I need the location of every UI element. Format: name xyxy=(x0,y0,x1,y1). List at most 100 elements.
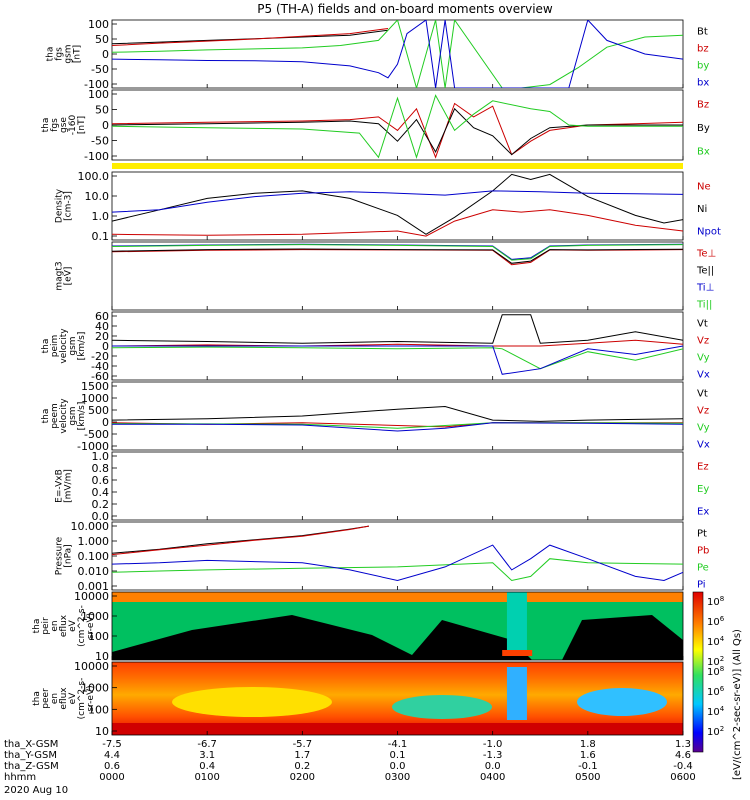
legend-entry: Vy xyxy=(697,353,710,364)
y-tick-label: 10.0 xyxy=(85,190,110,203)
legend-entry: Ez xyxy=(697,461,709,472)
legend-entry: Ni xyxy=(697,204,707,215)
heatmap-dark-region xyxy=(112,615,532,660)
y-tick-label: -50 xyxy=(91,63,109,76)
x-row-label: hhmm xyxy=(4,772,36,783)
panel-frame xyxy=(111,171,684,241)
series-Pt xyxy=(112,525,369,554)
y-axis-label-line: en xyxy=(50,620,60,631)
y-tick-label: -500 xyxy=(84,428,109,441)
series-Te⊥ xyxy=(112,249,683,266)
panel-efield: 1.00.80.60.40.20.0 E=-VxB [mV/m] Ez Ey Ex xyxy=(55,450,710,523)
legend-entry: Vy xyxy=(697,423,710,434)
colorbar-tick-label: 106 xyxy=(707,685,725,698)
x-row-value: -7.5 xyxy=(102,739,122,750)
x-row-value: 3.1 xyxy=(199,750,215,761)
x-row-value: 0600 xyxy=(670,772,695,783)
series-Ti⊥ xyxy=(112,243,683,260)
x-row-value: 4.6 xyxy=(675,750,691,761)
y-tick-label: 0.8 xyxy=(92,462,110,475)
panel-frame xyxy=(111,381,684,451)
y-axis-label-line: peer xyxy=(41,688,51,709)
series-bx xyxy=(112,20,683,88)
y-axis-label-line: [nPa] xyxy=(64,544,74,567)
x-row-value: -0.4 xyxy=(673,761,693,772)
x-row-value: 1.3 xyxy=(675,739,691,750)
y-tick-label: 0 xyxy=(102,119,109,132)
x-row-label: tha_X-GSM xyxy=(4,739,58,750)
y-axis-label-line: velocity xyxy=(59,398,69,434)
x-row-value: -1.3 xyxy=(483,750,503,761)
y-axis-label: tha peem velocity gsm [km/s] xyxy=(41,398,87,434)
y-axis-label-line: peir xyxy=(41,617,51,635)
legend: Bt bz by bx xyxy=(697,27,709,89)
legend-entry: bx xyxy=(697,78,709,89)
series-Pe xyxy=(112,558,683,582)
y-axis-label-line: [km/s] xyxy=(77,332,87,361)
panel-frame xyxy=(111,451,684,521)
y-tick-label: 0 xyxy=(102,340,109,353)
series-group xyxy=(112,243,683,266)
heatmap-blob xyxy=(577,688,667,716)
legend-entry: Npot xyxy=(697,227,721,238)
panel-frame xyxy=(111,241,684,311)
figure-title: P5 (TH-A) fields and on-board moments ov… xyxy=(257,2,553,16)
y-tick-label: 0 xyxy=(102,416,109,429)
series-Vy xyxy=(112,346,683,370)
y-axis-label-line: [nT] xyxy=(77,116,87,134)
series-by xyxy=(112,20,683,88)
y-axis-label-line: [cm-3] xyxy=(64,191,74,221)
x-row-value: 0500 xyxy=(575,772,600,783)
legend-entry: Vz xyxy=(697,406,709,417)
y-axis-label: E=-VxB [mV/m] xyxy=(55,469,74,503)
colorbar-tick-label: 104 xyxy=(707,635,725,648)
y-axis-label-line: Density xyxy=(55,188,65,223)
colorbar-tick-label: 108 xyxy=(707,665,724,678)
panel-frame xyxy=(111,521,684,591)
y-tick-label: 0.100 xyxy=(78,550,110,563)
y-tick-label: 1000 xyxy=(81,682,109,695)
heatmap-blob xyxy=(392,695,492,719)
y-axis-label: magt3 [eV] xyxy=(55,261,74,290)
y-axis-label-line: tha xyxy=(32,619,42,634)
series-Pb xyxy=(112,525,369,556)
x-row-value: 0000 xyxy=(99,772,124,783)
y-axis-label-line: [mV/m] xyxy=(64,469,74,503)
y-tick-label: 10000 xyxy=(74,590,109,603)
y-tick-label: 100 xyxy=(88,88,109,101)
y-axis-label-line: Pressure xyxy=(55,536,65,575)
y-axis-label: tha peer en eflux eV (cm^2-s-sr-eV) xyxy=(32,678,96,720)
heatmap-band xyxy=(112,592,683,602)
y-axis-label-line: tha xyxy=(32,691,42,706)
y-tick-label: 1000 xyxy=(81,392,109,405)
colorbar-tick-label: 108 xyxy=(707,595,724,608)
y-axis-label-line: (cm^2-s- xyxy=(77,605,87,647)
y-axis-label-line: sr-eV) xyxy=(86,613,96,639)
y-axis-label-line: tha xyxy=(41,118,51,133)
legend-entry: by xyxy=(697,61,709,72)
y-tick-label: 100.0 xyxy=(78,170,110,183)
series-Vx xyxy=(112,345,683,375)
series-Ne xyxy=(112,209,683,237)
x-row-value: 1.6 xyxy=(580,750,596,761)
x-axis-labels: tha_X-GSM -7.5 -6.7 -5.7 -4.1 -1.0 1.8 1.3 tha_Y… xyxy=(4,739,696,796)
y-axis-label-line: tha xyxy=(41,409,51,424)
series-Bx xyxy=(112,94,683,159)
y-tick-label: -50 xyxy=(91,135,109,148)
y-tick-label: 500 xyxy=(88,404,109,417)
colorbar-tick-label: 106 xyxy=(707,615,725,628)
y-axis-label-line: tha xyxy=(46,47,56,62)
x-row-value: -6.7 xyxy=(197,739,217,750)
y-tick-label: 50 xyxy=(95,33,109,46)
y-tick-label: 0.1 xyxy=(92,230,110,243)
y-axis-label-line: eV xyxy=(68,692,78,705)
legend: Te⊥ Te|| Ti⊥ Ti|| xyxy=(696,249,716,311)
legend-entry: Ex xyxy=(697,507,709,518)
y-tick-label: -40 xyxy=(91,360,109,373)
series-Te|| xyxy=(112,248,683,264)
y-axis-label-line: -160 xyxy=(68,115,78,136)
series-Vt xyxy=(112,314,683,344)
